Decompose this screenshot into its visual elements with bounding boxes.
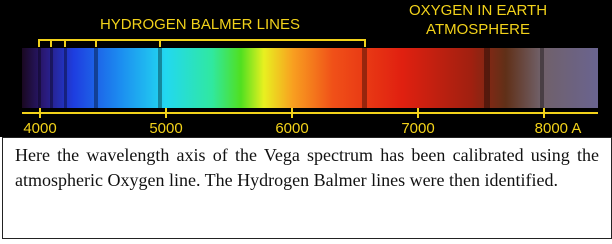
oxygen-label: OXYGEN IN EARTH [409,2,547,19]
hydrogen-label: HYDROGEN BALMER LINES [100,16,300,33]
axis-label: 8000 A [535,120,582,137]
axis-label: 4000 [23,120,56,137]
axis-label: 7000 [401,120,434,137]
spectrum-figure: HYDROGEN BALMER LINES OXYGEN IN EARTH AT… [0,0,612,137]
spectrum [22,48,598,108]
page: HYDROGEN BALMER LINES OXYGEN IN EARTH AT… [0,0,612,244]
caption: Here the wavelength axis of the Vega spe… [2,137,612,239]
axis-label: 6000 [275,120,308,137]
oxygen-label: ATMOSPHERE [426,21,530,38]
axis-label: 5000 [149,120,182,137]
